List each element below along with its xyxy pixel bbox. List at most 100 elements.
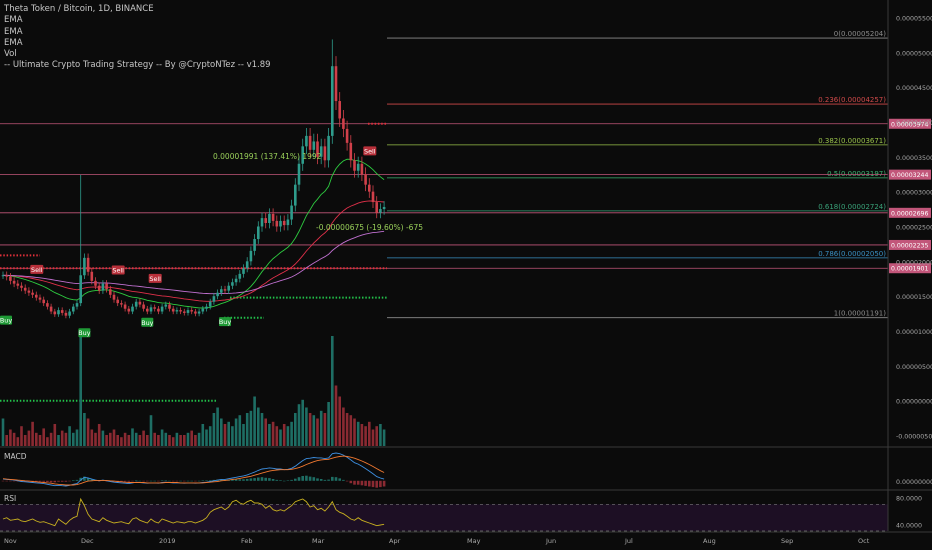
volume-bar xyxy=(57,435,60,446)
candle-body xyxy=(20,285,23,288)
macd-histogram-bar xyxy=(294,478,297,481)
rsi-line xyxy=(2,497,385,527)
macd-histogram-bar xyxy=(356,480,360,485)
candle-body xyxy=(194,311,197,314)
candle-body xyxy=(190,310,193,312)
macd-histogram-bar xyxy=(201,480,205,481)
volume-bar xyxy=(94,432,97,446)
macd-histogram-bar xyxy=(49,480,53,483)
candle-body xyxy=(231,282,234,286)
macd-histogram-bar xyxy=(253,478,256,481)
candle-body xyxy=(160,306,164,312)
macd-histogram-bar xyxy=(171,480,175,482)
macd-histogram-bar xyxy=(183,480,186,482)
volume-bar xyxy=(371,429,375,446)
macd-histogram-bar xyxy=(1,480,5,482)
macd-histogram-bar xyxy=(234,479,238,481)
time-tick-label: Sep xyxy=(781,537,793,545)
volume-bar xyxy=(190,430,193,446)
volume-bar xyxy=(186,432,190,446)
candle-body xyxy=(319,146,323,157)
volume-bar xyxy=(31,421,34,446)
volume-bar xyxy=(301,399,304,446)
macd-histogram-bar xyxy=(212,479,216,481)
rsi-pane: RSI 80.0000 40.0000 xyxy=(0,494,922,532)
candle-body xyxy=(338,101,341,119)
volume-bar xyxy=(42,428,45,446)
volume-bar xyxy=(53,424,57,446)
macd-signal-line xyxy=(2,455,385,486)
candle-body xyxy=(16,283,20,286)
candle-body xyxy=(127,308,131,312)
rsi-label: RSI xyxy=(4,494,16,503)
macd-histogram-bar xyxy=(282,480,286,482)
macd-histogram-bar xyxy=(46,480,49,482)
candle-body xyxy=(257,226,260,240)
macd-histogram-bar xyxy=(338,478,341,481)
candle-body xyxy=(35,294,38,298)
macd-histogram-bar xyxy=(131,480,134,482)
fib-label: 1(0.00001191) xyxy=(834,310,886,318)
volume-bar xyxy=(9,429,12,446)
macd-histogram-bar xyxy=(153,480,156,482)
candle-body xyxy=(379,209,382,213)
price-tick-label: 0.00004500 xyxy=(896,85,932,92)
volume-bar xyxy=(72,432,75,446)
macd-histogram-bar xyxy=(245,478,249,481)
volume-bar xyxy=(101,430,105,446)
measure-up-label: 0.00001991 (137.41%) 1992 xyxy=(213,152,322,161)
volume-bar xyxy=(245,413,249,446)
time-tick-label: Dec xyxy=(81,537,94,545)
candle-body xyxy=(49,306,53,312)
volume-bar xyxy=(342,407,345,446)
volume-bar xyxy=(220,418,223,446)
chart-legend: Theta Token / Bitcoin, 1D, BINANCE EMA E… xyxy=(4,4,271,72)
volume-bar xyxy=(305,407,308,446)
volume-bar xyxy=(231,426,234,446)
macd-histogram-bar xyxy=(157,480,160,482)
macd-histogram-bar xyxy=(275,479,279,481)
volume-bar xyxy=(183,435,186,446)
macd-histogram-bar xyxy=(146,480,149,482)
candle-body xyxy=(86,257,90,272)
indicator-volume: Vol xyxy=(4,49,17,60)
volume-bar xyxy=(327,402,330,446)
time-tick-label: Aug xyxy=(703,537,716,545)
macd-histogram-bar xyxy=(353,480,356,485)
buy-signal xyxy=(0,315,12,325)
macd-histogram-bar xyxy=(168,480,171,482)
macd-histogram-bar xyxy=(260,477,264,481)
candle-body xyxy=(305,135,308,147)
volume-bar xyxy=(60,430,64,446)
candle-body xyxy=(331,66,334,136)
candle-body xyxy=(327,135,330,161)
macd-histogram-bar xyxy=(327,479,330,481)
macd-histogram-bar xyxy=(90,479,94,481)
macd-histogram-bar xyxy=(268,478,271,481)
candle-body xyxy=(238,273,242,279)
level-price-box xyxy=(889,263,931,274)
macd-histogram-bar xyxy=(371,480,375,488)
fib-label: 0(0.00005204) xyxy=(834,30,886,38)
time-tick-label: Apr xyxy=(389,537,401,545)
macd-histogram-bar xyxy=(42,480,45,482)
sell-signal-label: Sell xyxy=(364,147,376,155)
macd-histogram-bar xyxy=(190,480,193,482)
rsi-tick-label: 40.0000 xyxy=(896,522,922,529)
time-tick-label: Nov xyxy=(4,537,17,545)
ema-fast-line xyxy=(2,158,385,309)
candle-body xyxy=(153,307,156,309)
buy-signal xyxy=(141,317,154,327)
candle-body xyxy=(242,268,245,274)
macd-histogram-bar xyxy=(83,476,86,481)
volume-bar xyxy=(356,421,360,446)
volume-bar xyxy=(286,426,290,446)
candle-body xyxy=(308,135,312,150)
volume-bar xyxy=(109,432,112,446)
volume-bar xyxy=(323,413,327,446)
volume-bar xyxy=(164,432,168,446)
volume-bar xyxy=(38,435,42,446)
macd-histogram-bar xyxy=(194,480,197,482)
candle-body xyxy=(175,310,179,312)
